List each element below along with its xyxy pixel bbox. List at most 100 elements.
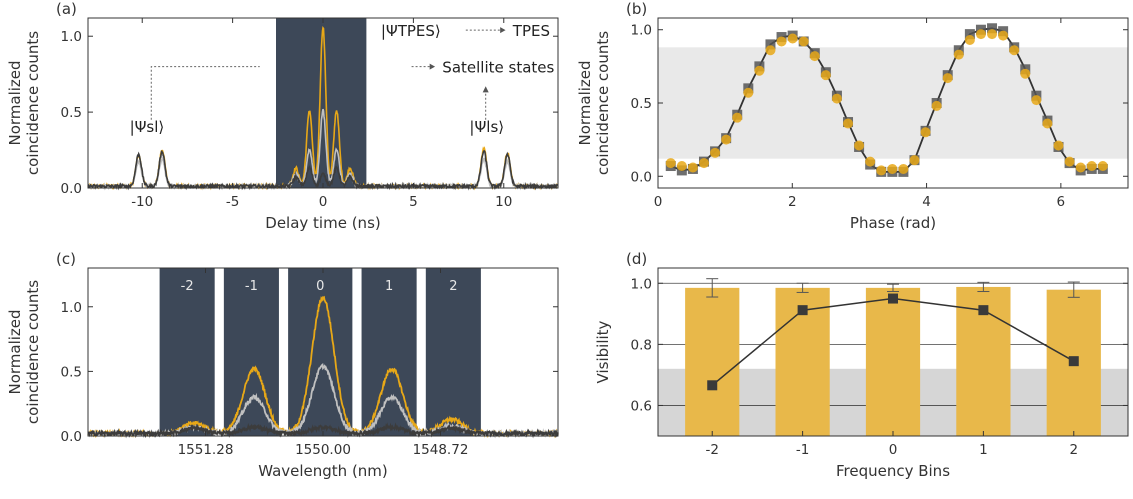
circle-marker bbox=[1097, 161, 1108, 172]
circle-marker bbox=[676, 161, 687, 172]
y-tick-label: 0.5 bbox=[61, 364, 82, 380]
x-axis-label: Delay time (ns) bbox=[265, 214, 380, 232]
circle-marker bbox=[831, 93, 842, 104]
x-tick-label: 0 bbox=[889, 442, 898, 458]
x-axis-label: Phase (rad) bbox=[850, 214, 936, 232]
y-axis-label-line: Normalized bbox=[6, 60, 24, 145]
y-axis-label-line: Normalized bbox=[576, 60, 594, 145]
frequency-bin-region bbox=[159, 268, 215, 436]
circle-marker bbox=[909, 155, 920, 166]
frequency-bin-region bbox=[425, 268, 481, 436]
y-tick-label: 1.0 bbox=[61, 29, 82, 45]
y-axis-label: Visibility bbox=[594, 320, 612, 383]
y-tick-label: 1.0 bbox=[631, 276, 652, 292]
satellite-label: Satellite states bbox=[442, 59, 554, 77]
x-tick-label: 1548.72 bbox=[413, 442, 469, 458]
x-tick-label: 6 bbox=[1057, 194, 1066, 210]
panel-label: (d) bbox=[626, 250, 647, 268]
y-tick-label: 1.0 bbox=[631, 23, 652, 39]
panel-b-phase-plot: (b) 0.0 0.5 1.0 0 2 4 6 Phase (rad) Normalizedcoi… bbox=[576, 0, 1129, 232]
plot-frame bbox=[657, 17, 1129, 189]
visibility-bar bbox=[865, 287, 921, 436]
visibility-point bbox=[707, 380, 718, 391]
y-tick-label: 1.0 bbox=[61, 300, 82, 316]
x-tick-label: 1550.00 bbox=[295, 442, 351, 458]
visibility-point bbox=[978, 305, 989, 316]
y-tick-label: 0.5 bbox=[631, 96, 652, 112]
y-axis-label: Normalizedcoincidence counts bbox=[6, 31, 42, 175]
circle-marker bbox=[843, 118, 854, 129]
x-tick-label: 1551.28 bbox=[178, 442, 234, 458]
tpes-arrowhead bbox=[500, 27, 506, 34]
y-axis-label: Normalizedcoincidence counts bbox=[6, 280, 42, 424]
x-tick-label: -5 bbox=[226, 194, 239, 210]
circle-marker bbox=[1075, 162, 1086, 173]
circle-marker bbox=[765, 45, 776, 56]
satellite-arrowhead-right bbox=[482, 86, 489, 93]
x-tick-label: 0 bbox=[319, 194, 328, 210]
circle-marker bbox=[975, 29, 986, 40]
panel-c-wavelength-plot: -2 -1 0 1 2 (c) 0.0 0.5 1.0 1551.28 1550.00 1548.72… bbox=[6, 250, 559, 480]
x-axis-label: Wavelength (nm) bbox=[258, 462, 388, 480]
y-axis-label-line: Normalized bbox=[6, 309, 24, 394]
circle-marker bbox=[920, 127, 931, 138]
x-tick-label: -10 bbox=[131, 194, 153, 210]
circle-marker bbox=[710, 147, 721, 158]
y-tick-label: 0.0 bbox=[61, 181, 82, 197]
circle-marker bbox=[876, 165, 887, 176]
circle-marker bbox=[887, 163, 898, 174]
y-tick-label: 0.0 bbox=[631, 169, 652, 185]
bin-label: 1 bbox=[385, 279, 393, 294]
circle-marker bbox=[1020, 68, 1031, 79]
spectrum-trace-dark_trace bbox=[87, 422, 559, 439]
y-tick-label: 0.8 bbox=[631, 337, 652, 353]
circle-marker bbox=[798, 36, 809, 47]
bin-label: 2 bbox=[449, 279, 457, 294]
square-marker bbox=[987, 23, 998, 34]
plot-frame bbox=[87, 17, 559, 189]
visibility-threshold-band bbox=[658, 47, 1128, 159]
x-axis-label: Frequency Bins bbox=[836, 462, 950, 480]
circle-marker bbox=[854, 140, 865, 151]
circle-marker bbox=[1064, 156, 1075, 167]
y-axis-label-line: coincidence counts bbox=[24, 31, 42, 175]
panel-label: (b) bbox=[626, 0, 647, 18]
satellite-arrowhead bbox=[429, 63, 436, 70]
satellite-bracket-left bbox=[150, 66, 260, 120]
y-tick-label: 0.6 bbox=[631, 398, 652, 414]
circle-marker bbox=[998, 30, 1009, 41]
x-tick-label: 4 bbox=[922, 194, 931, 210]
circle-marker bbox=[1053, 140, 1064, 151]
circle-marker bbox=[743, 87, 754, 98]
bin-label: 0 bbox=[316, 279, 324, 294]
circle-marker bbox=[820, 70, 831, 81]
circle-marker bbox=[809, 51, 820, 62]
circle-marker bbox=[898, 163, 909, 174]
x-tick-label: 5 bbox=[409, 194, 418, 210]
tpes-label: TPES bbox=[512, 22, 550, 40]
bin-label: -2 bbox=[181, 279, 194, 294]
y-axis-label-line: coincidence counts bbox=[24, 280, 42, 424]
x-tick-label: 2 bbox=[788, 194, 797, 210]
circle-marker bbox=[1009, 45, 1020, 56]
trace-dark_trace bbox=[87, 150, 559, 191]
x-tick-label: -2 bbox=[705, 442, 718, 458]
circle-marker bbox=[1086, 161, 1097, 172]
square-marker bbox=[765, 39, 776, 50]
panel-label: (c) bbox=[56, 250, 76, 268]
fit-curve bbox=[670, 27, 1103, 173]
bin-label: -1 bbox=[245, 279, 258, 294]
y-tick-label: 0.0 bbox=[61, 429, 82, 445]
visibility-point bbox=[1068, 356, 1079, 367]
circle-marker bbox=[776, 36, 787, 47]
circle-marker bbox=[754, 65, 765, 76]
circle-marker bbox=[942, 73, 953, 84]
circle-marker bbox=[931, 100, 942, 111]
y-axis-label-line: Visibility bbox=[594, 320, 612, 383]
x-tick-label: 2 bbox=[1069, 442, 1078, 458]
circle-marker bbox=[1031, 95, 1042, 106]
circle-marker bbox=[732, 112, 743, 123]
circle-marker bbox=[665, 158, 676, 169]
y-tick-label: 0.5 bbox=[61, 105, 82, 121]
plot-frame bbox=[657, 267, 1129, 437]
